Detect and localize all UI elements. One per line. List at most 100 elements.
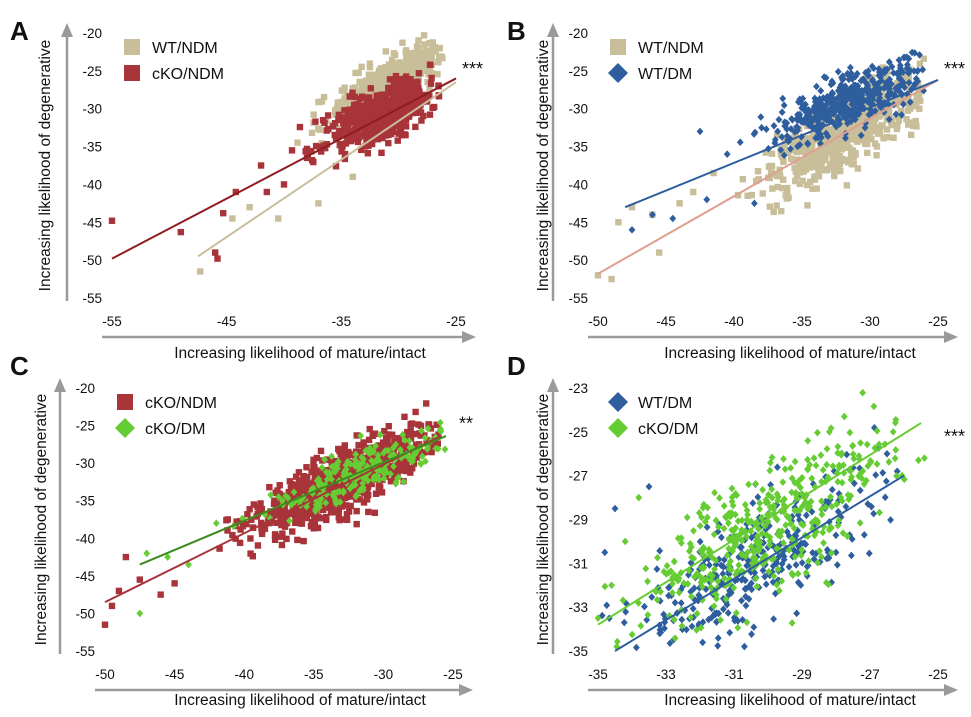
- legend-label: cKO/DM: [145, 421, 205, 438]
- data-point: [780, 176, 787, 183]
- data-point: [920, 55, 927, 62]
- data-point: [862, 68, 869, 77]
- y-tick-label: -40: [75, 531, 95, 546]
- data-point: [723, 551, 731, 560]
- data-point: [402, 131, 409, 139]
- data-point: [840, 118, 848, 126]
- data-point: [879, 468, 887, 477]
- data-point: [288, 481, 295, 488]
- y-axis-arrowhead: [547, 23, 559, 37]
- data-point: [601, 582, 609, 591]
- data-point: [798, 100, 806, 108]
- data-point: [834, 67, 842, 76]
- data-point: [838, 478, 846, 487]
- data-point: [873, 427, 881, 435]
- data-point: [415, 96, 423, 104]
- data-point: [714, 634, 722, 642]
- data-point: [796, 180, 803, 188]
- data-point: [823, 167, 830, 174]
- data-point: [351, 93, 358, 101]
- data-point: [794, 569, 802, 578]
- data-point: [394, 80, 401, 87]
- data-point: [756, 505, 764, 513]
- data-point: [847, 475, 855, 484]
- data-point: [713, 618, 720, 626]
- data-point: [335, 111, 343, 119]
- data-point: [342, 454, 349, 461]
- data-point: [844, 100, 851, 107]
- data-point: [233, 518, 240, 525]
- data-point: [884, 90, 892, 99]
- data-point: [390, 462, 397, 471]
- data-point: [354, 479, 361, 486]
- data-point: [773, 172, 781, 180]
- data-point: [436, 418, 444, 427]
- data-point: [352, 450, 360, 459]
- data-point: [780, 157, 787, 164]
- data-point: [421, 449, 428, 456]
- data-point: [294, 517, 302, 524]
- data-point: [310, 456, 317, 463]
- data-point: [812, 156, 820, 163]
- data-point: [868, 502, 875, 511]
- data-point: [757, 518, 764, 526]
- data-point: [804, 202, 811, 209]
- data-point: [382, 446, 389, 455]
- data-point: [376, 430, 384, 439]
- data-point: [802, 569, 810, 577]
- data-point: [893, 95, 900, 102]
- data-point: [837, 83, 845, 92]
- data-point: [844, 158, 852, 166]
- data-point: [331, 131, 338, 139]
- data-point: [822, 129, 830, 138]
- data-point: [783, 132, 791, 140]
- data-point: [403, 80, 410, 87]
- data-point: [327, 509, 335, 516]
- data-point: [307, 522, 315, 530]
- data-point: [249, 524, 257, 531]
- data-point: [436, 44, 443, 52]
- data-point: [871, 107, 879, 115]
- data-point: [795, 477, 802, 485]
- data-point: [392, 72, 400, 80]
- data-point: [672, 574, 680, 582]
- data-point: [387, 478, 395, 485]
- data-point: [336, 116, 344, 124]
- data-point: [833, 153, 840, 160]
- data-point: [404, 62, 411, 69]
- data-point: [719, 605, 727, 613]
- data-point: [315, 200, 322, 207]
- data-point: [359, 479, 367, 488]
- data-point: [812, 461, 820, 470]
- data-point: [848, 151, 855, 159]
- data-point: [752, 574, 760, 583]
- data-point: [838, 137, 846, 144]
- data-point: [913, 78, 921, 86]
- data-point: [654, 553, 661, 562]
- data-point: [819, 466, 827, 474]
- data-point: [342, 465, 350, 474]
- data-point: [874, 125, 881, 132]
- data-point: [334, 457, 342, 466]
- data-point: [381, 120, 388, 128]
- data-point: [757, 113, 765, 121]
- data-point: [648, 593, 656, 601]
- y-tick-label: -27: [568, 469, 588, 484]
- data-point: [803, 136, 811, 143]
- data-point: [732, 524, 739, 532]
- data-point: [212, 249, 219, 256]
- data-point: [853, 69, 861, 78]
- data-point: [164, 553, 172, 561]
- data-point: [300, 507, 308, 514]
- data-point: [236, 517, 244, 525]
- y-tick-label: -30: [75, 456, 95, 471]
- data-point: [710, 602, 718, 611]
- data-point: [377, 91, 384, 99]
- data-point: [789, 571, 797, 580]
- data-point: [263, 188, 270, 196]
- data-point: [879, 64, 887, 71]
- data-point: [420, 67, 427, 74]
- data-point: [711, 488, 718, 497]
- data-point: [331, 483, 338, 490]
- data-point: [819, 104, 827, 113]
